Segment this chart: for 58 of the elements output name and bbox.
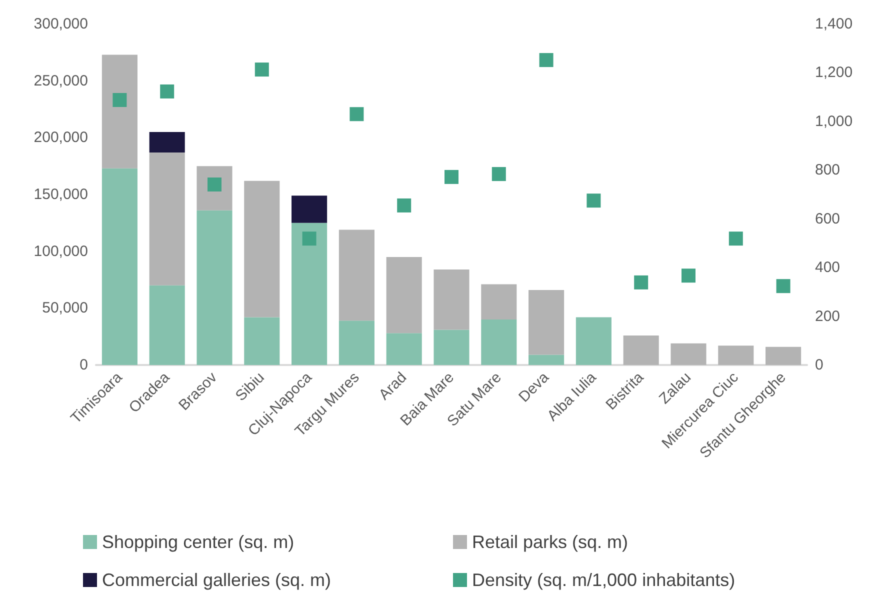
bar — [149, 152, 185, 286]
point — [492, 167, 506, 182]
bar — [528, 354, 564, 365]
y-tick-label: 0 — [80, 356, 88, 374]
legend-label: Commercial galleries (sq. m) — [102, 570, 332, 590]
point — [444, 170, 458, 184]
bar — [244, 180, 280, 318]
bar — [670, 343, 706, 365]
bar — [623, 335, 659, 365]
y2-tick-label: 0 — [815, 356, 824, 374]
bar — [481, 320, 517, 365]
y2-tick-label: 400 — [815, 259, 840, 276]
point — [160, 84, 174, 98]
point — [254, 62, 269, 77]
y-tick-label: 200,000 — [34, 129, 88, 146]
y2-tick-label: 1,000 — [815, 112, 853, 130]
y-tick-label: 50,000 — [42, 300, 88, 317]
legend-label: Retail parks (sq. m) — [472, 532, 628, 552]
bar — [338, 320, 374, 365]
bar — [196, 210, 232, 365]
y2-tick-label: 600 — [815, 210, 840, 228]
point — [302, 232, 316, 246]
bar — [528, 290, 564, 355]
y2-tick-label: 800 — [815, 162, 840, 179]
point — [397, 198, 412, 212]
point — [539, 53, 554, 68]
point — [586, 194, 601, 208]
bar — [576, 317, 612, 365]
bar — [718, 346, 754, 365]
y-tick-label: 250,000 — [34, 72, 88, 90]
legend-label: Density (sq. m/1,000 inhabitants) — [472, 570, 736, 590]
bar — [244, 317, 280, 365]
point — [682, 268, 696, 283]
bar — [338, 230, 374, 321]
bar — [434, 270, 470, 330]
y2-tick-label: 200 — [815, 308, 840, 325]
point — [634, 275, 648, 290]
bar — [434, 330, 470, 365]
bar — [292, 222, 328, 365]
point — [350, 107, 364, 122]
bar — [766, 346, 802, 365]
bar — [149, 132, 185, 152]
point — [728, 232, 743, 246]
y-tick-label: 100,000 — [34, 242, 88, 260]
bar — [386, 333, 422, 365]
y-tick-label: 300,000 — [34, 16, 88, 32]
bar — [102, 54, 138, 168]
bar — [481, 284, 517, 320]
bar — [149, 285, 185, 365]
point — [112, 92, 127, 107]
legend-label: Shopping center (sq. m) — [102, 532, 294, 552]
point — [776, 279, 790, 294]
y2-tick-label: 1,200 — [815, 64, 853, 82]
y-tick-label: 150,000 — [34, 186, 88, 203]
bar — [102, 168, 138, 365]
bar — [292, 196, 328, 223]
bar — [386, 257, 422, 334]
y2-tick-label: 1,400 — [815, 16, 853, 32]
